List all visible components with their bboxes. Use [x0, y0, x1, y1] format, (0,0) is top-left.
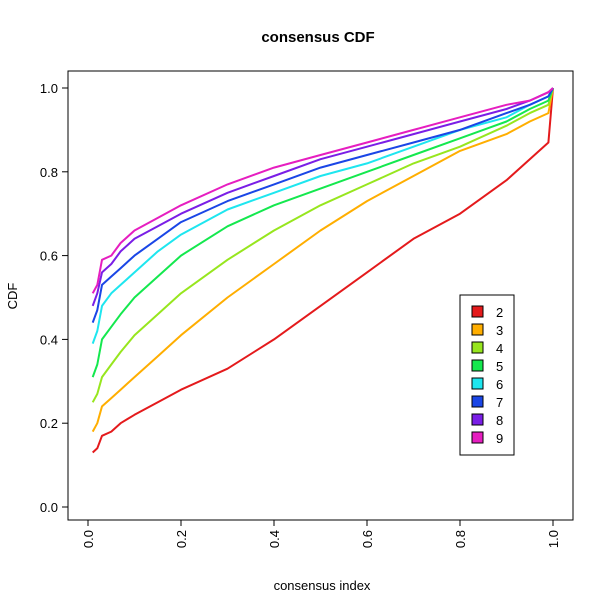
legend-swatch-4	[471, 341, 484, 354]
legend-label-3: 3	[496, 323, 503, 338]
y-tick-label: 0.2	[40, 416, 58, 431]
series-line-6	[91, 87, 554, 344]
x-tick-label: 0.4	[267, 530, 282, 548]
y-tick-label: 0.0	[40, 500, 58, 515]
series-layer	[91, 87, 554, 454]
chart-title: consensus CDF	[261, 29, 374, 46]
legend-swatch-9	[471, 431, 484, 444]
legend-swatch-8	[471, 413, 484, 426]
legend-swatch-6	[471, 377, 484, 390]
series-line-8	[91, 87, 554, 307]
series-line-7	[91, 87, 554, 323]
x-tick-label: 0.0	[81, 530, 96, 548]
series-line-3	[91, 87, 554, 433]
series-line-2	[92, 87, 554, 454]
legend-box	[459, 294, 515, 456]
y-axis-label: CDF	[5, 283, 20, 310]
y-tick-label: 0.6	[40, 249, 58, 264]
legend: 2 3 4 5 6 7 8 9	[459, 294, 515, 456]
legend-label-4: 4	[496, 341, 503, 356]
x-tick-label: 1.0	[546, 530, 561, 548]
legend-label-2: 2	[496, 305, 503, 320]
legend-label-6: 6	[496, 377, 503, 392]
legend-swatch-7	[471, 395, 484, 408]
series-line-4	[91, 87, 554, 403]
legend-label-7: 7	[496, 395, 503, 410]
x-axis-label: consensus index	[274, 578, 371, 593]
y-tick-label: 0.4	[40, 332, 58, 347]
y-axis: 0.0 0.2 0.4 0.6 0.8 1.0	[40, 81, 69, 515]
legend-swatch-2	[471, 305, 484, 318]
x-tick-label: 0.8	[453, 530, 468, 548]
series-line-5	[91, 87, 554, 378]
legend-swatch-3	[471, 323, 484, 336]
y-tick-label: 1.0	[40, 81, 58, 96]
x-tick-label: 0.2	[174, 530, 189, 548]
x-axis: 0.0 0.2 0.4 0.6 0.8 1.0	[81, 519, 561, 548]
legend-swatch-5	[471, 359, 484, 372]
legend-label-8: 8	[496, 413, 503, 428]
x-tick-label: 0.6	[360, 530, 375, 548]
series-line-9	[91, 87, 554, 294]
legend-label-5: 5	[496, 359, 503, 374]
legend-label-9: 9	[496, 431, 503, 446]
y-tick-label: 0.8	[40, 165, 58, 180]
